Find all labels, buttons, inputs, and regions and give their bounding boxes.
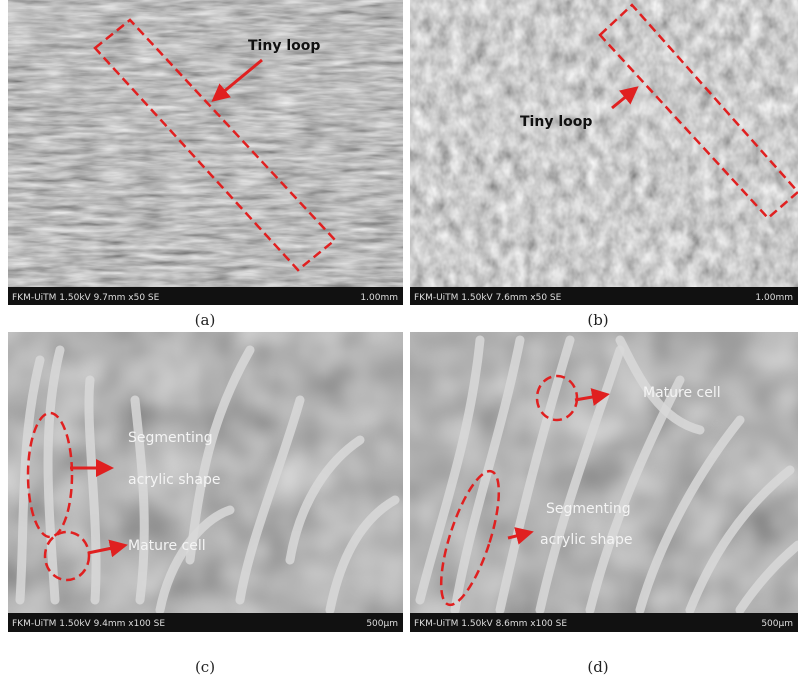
sem-image: [8, 0, 403, 287]
figure: Tiny loop FKM-UiTM 1.50kV 9.7mm x50 SE 1…: [0, 0, 798, 686]
info-left: FKM-UiTM 1.50kV 8.6mm x100 SE: [414, 619, 567, 629]
caption: (a): [195, 311, 216, 329]
annotation: acrylic shape: [540, 532, 633, 548]
panel-c: Segmenting acrylic shape Mature cell FKM…: [8, 332, 403, 676]
annotation: Segmenting: [546, 501, 631, 517]
caption: (b): [587, 311, 608, 329]
info-left: FKM-UiTM 1.50kV 9.4mm x100 SE: [12, 619, 165, 629]
panel-a: Tiny loop FKM-UiTM 1.50kV 9.7mm x50 SE 1…: [8, 0, 403, 329]
annotation: Mature cell: [643, 385, 721, 401]
annotation: Segmenting: [128, 430, 213, 446]
annotation: Tiny loop: [520, 114, 592, 130]
panel-d: Mature cell Segmenting acrylic shape FKM…: [410, 332, 798, 676]
caption: (c): [195, 658, 215, 676]
info-right: 1.00mm: [755, 293, 793, 303]
info-left: FKM-UiTM 1.50kV 9.7mm x50 SE: [12, 293, 160, 303]
annotation: Tiny loop: [248, 38, 320, 54]
panel-b: Tiny loop FKM-UiTM 1.50kV 7.6mm x50 SE 1…: [410, 0, 798, 329]
info-right: 1.00mm: [360, 293, 398, 303]
info-right: 500µm: [761, 619, 793, 629]
annotation: Mature cell: [128, 538, 206, 554]
info-left: FKM-UiTM 1.50kV 7.6mm x50 SE: [414, 293, 562, 303]
caption: (d): [587, 658, 608, 676]
sem-image: [410, 0, 798, 287]
annotation: acrylic shape: [128, 472, 221, 488]
info-right: 500µm: [366, 619, 398, 629]
